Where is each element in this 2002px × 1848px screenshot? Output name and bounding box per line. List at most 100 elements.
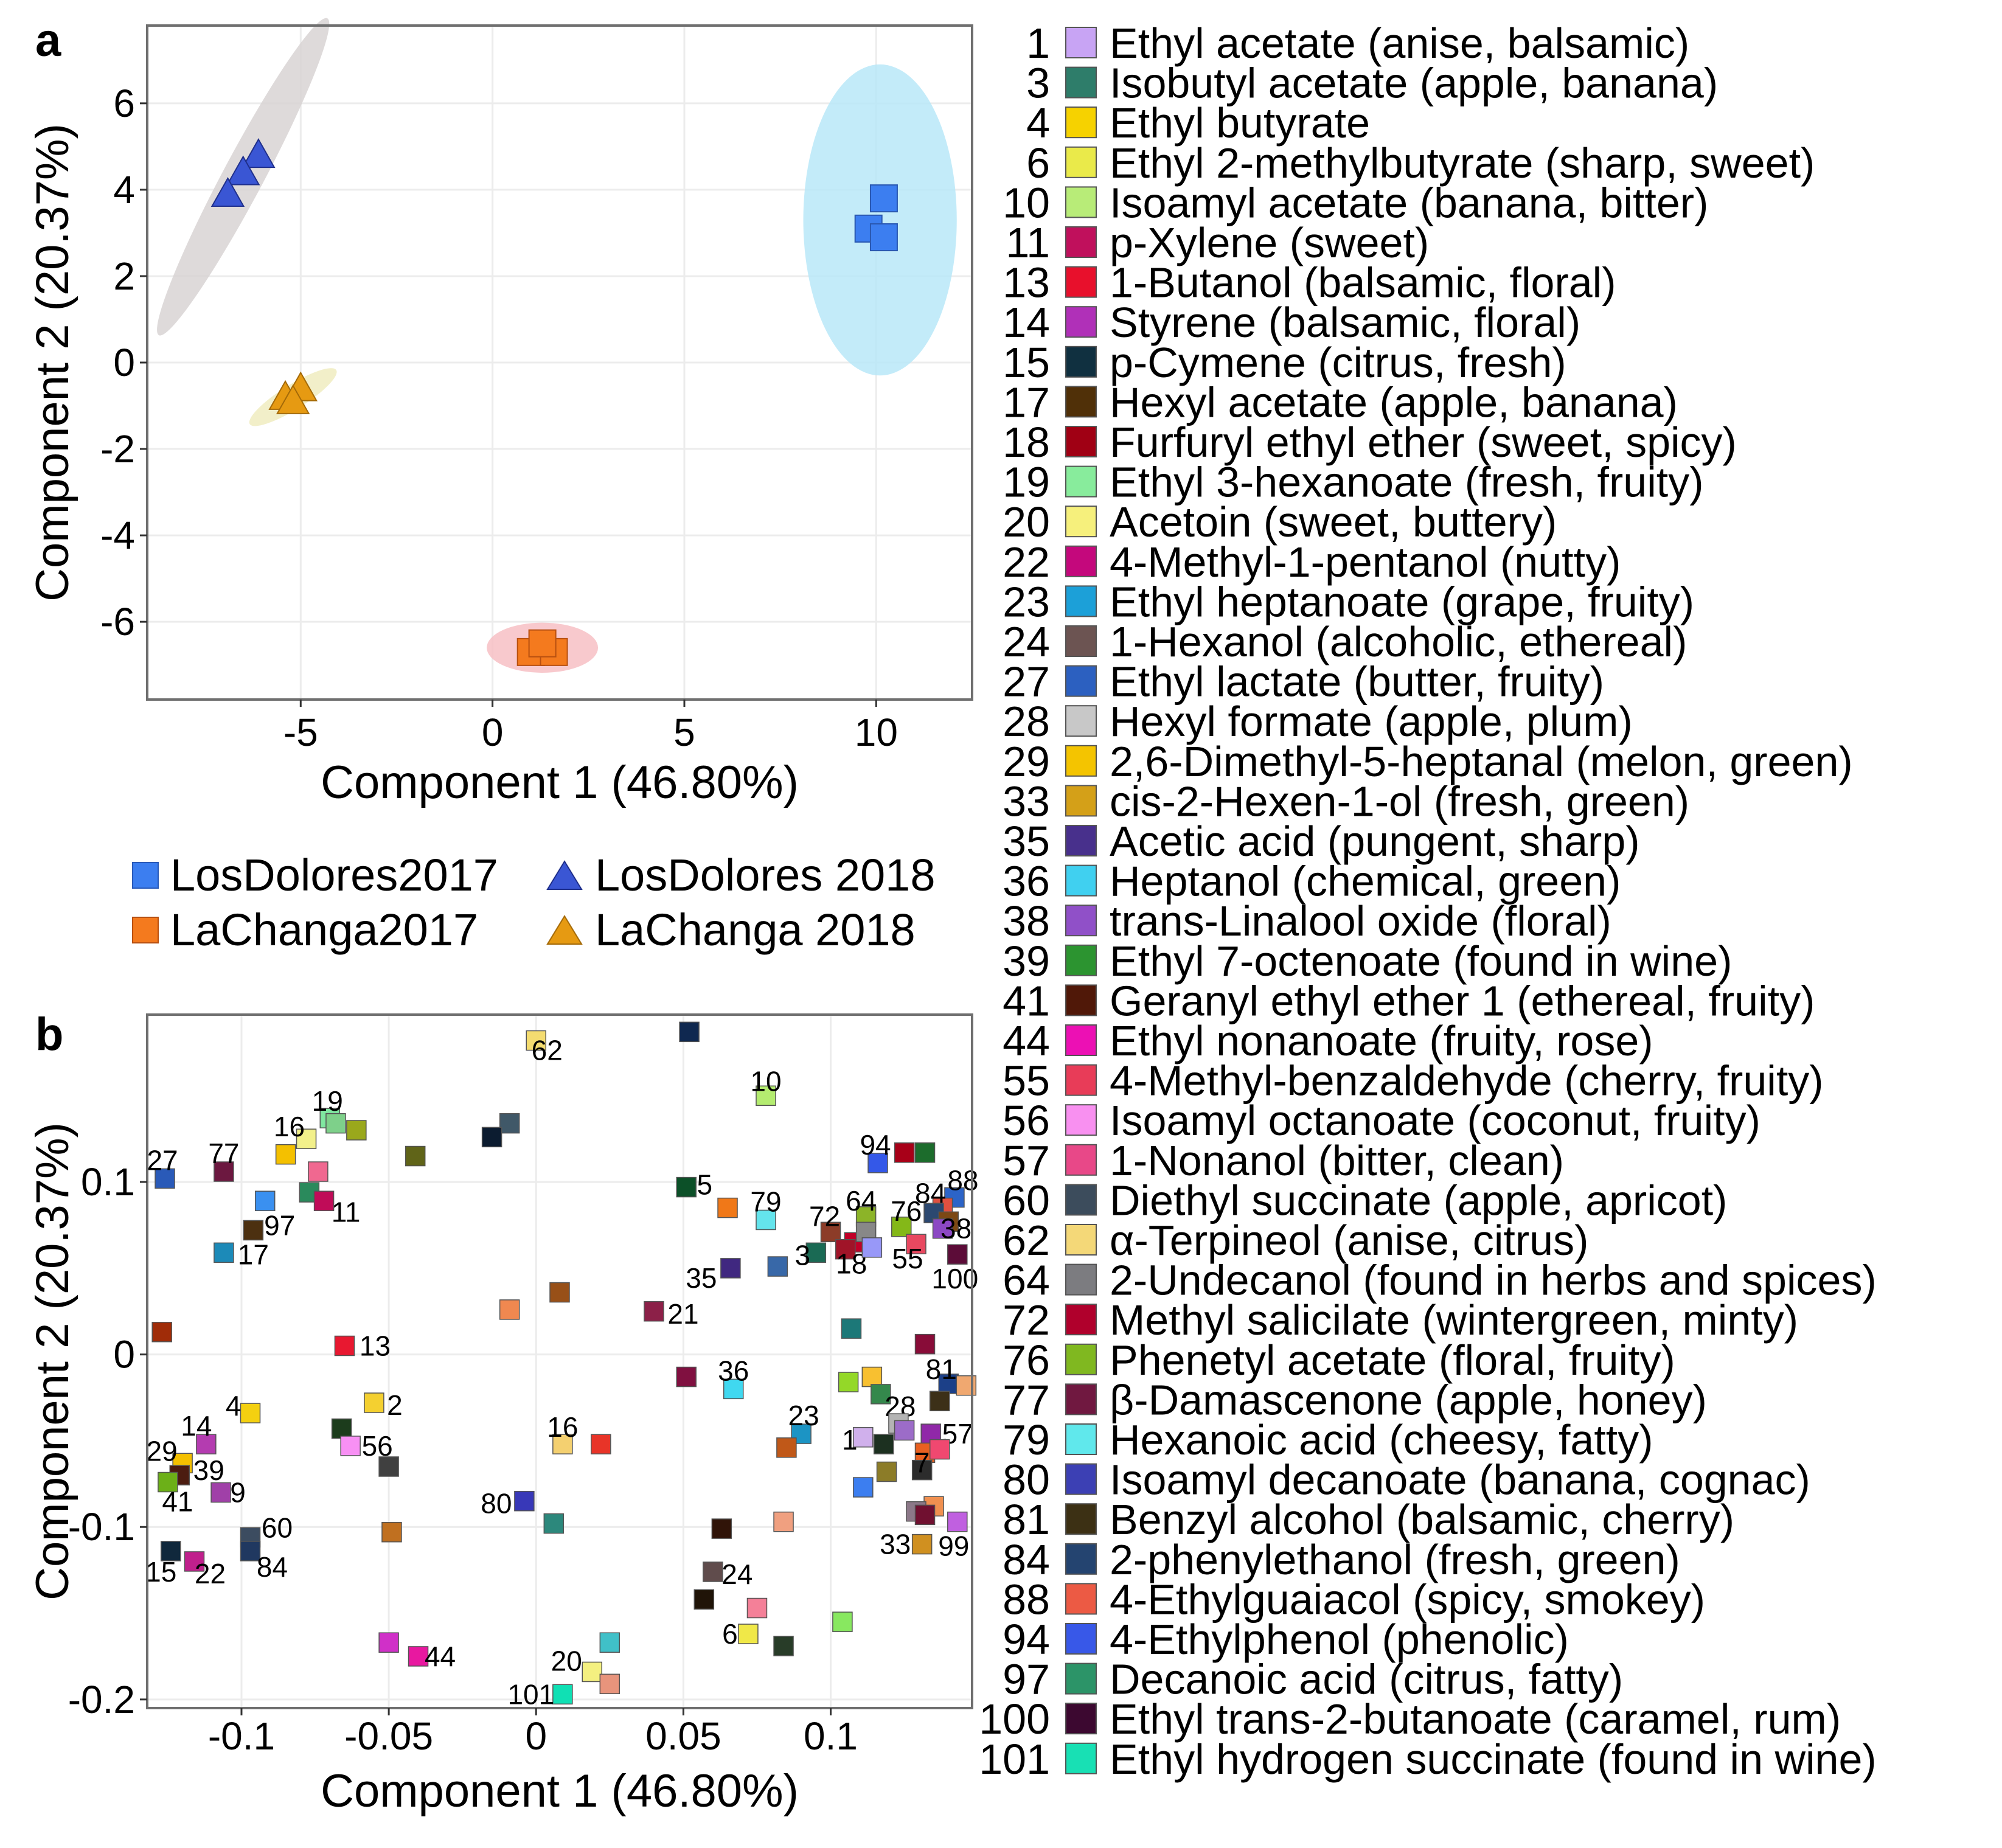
y-tick-label: 6 — [113, 82, 135, 125]
key-swatch — [1065, 1064, 1097, 1096]
loading-point-label: 36 — [718, 1355, 749, 1386]
loading-point — [947, 1511, 968, 1532]
loading-point-label: 99 — [938, 1530, 969, 1562]
loading-point-label: 64 — [846, 1185, 877, 1217]
key-number: 60 — [1003, 1176, 1050, 1224]
key-number: 36 — [1003, 858, 1050, 905]
key-name: 2-phenylethanol (fresh, green) — [1110, 1536, 1680, 1583]
loading-point-label: 62 — [532, 1035, 563, 1066]
loading-point-label: 39 — [193, 1454, 224, 1486]
key-name: 1-Hexanol (alcoholic, ethereal) — [1110, 618, 1687, 665]
loading-point — [876, 1461, 897, 1482]
loading-point-label: 15 — [145, 1556, 176, 1588]
loading-point-label: 3 — [795, 1239, 811, 1271]
y-tick-label: 4 — [113, 168, 135, 212]
loading-point — [499, 1113, 520, 1134]
loading-point — [703, 1561, 723, 1582]
key-swatch — [1065, 1583, 1097, 1615]
loading-point — [679, 1021, 700, 1043]
loading-point-label: 7 — [914, 1447, 930, 1479]
key-name: α-Terpineol (anise, citrus) — [1110, 1217, 1588, 1264]
loading-point-label: 27 — [147, 1144, 178, 1176]
compound-key: 1 Ethyl acetate (anise, balsamic) 3 Isobuty… — [979, 19, 1877, 1783]
loading-point — [906, 1234, 926, 1254]
legend-item-lachanga-2018: LaChanga 2018 — [546, 905, 916, 955]
loading-point-label: 100 — [931, 1263, 978, 1294]
loading-point-label: 23 — [788, 1400, 819, 1431]
key-name: Hexyl acetate (apple, banana) — [1110, 378, 1678, 426]
key-number: 97 — [1003, 1656, 1050, 1703]
key-entry: 15 p-Cymene (citrus, fresh) — [1003, 339, 1566, 386]
loading-point-label: 79 — [750, 1186, 781, 1217]
loading-point — [832, 1611, 853, 1632]
key-name: 1-Nonanol (bitter, clean) — [1110, 1137, 1564, 1184]
key-name: Ethyl trans-2-butanoate (caramel, rum) — [1110, 1695, 1841, 1743]
key-entry: 17 Hexyl acetate (apple, banana) — [1003, 378, 1678, 426]
loading-point — [591, 1434, 611, 1454]
legend-swatch — [546, 915, 583, 945]
loading-point — [196, 1434, 217, 1454]
key-number: 27 — [1003, 658, 1050, 706]
loading-point — [938, 1374, 959, 1394]
loading-point-label: 16 — [547, 1411, 578, 1443]
loading-point — [214, 1161, 234, 1182]
key-swatch — [1065, 745, 1097, 777]
key-entry: 6 Ethyl 2-methylbutyrate (sharp, sweet) — [1026, 139, 1815, 187]
key-entry: 18 Furfuryl ethyl ether (sweet, spicy) — [1003, 419, 1737, 466]
loading-point — [364, 1392, 384, 1413]
loading-point — [378, 1632, 399, 1653]
loading-point — [835, 1238, 856, 1260]
key-entry: 33 cis-2-Hexen-1-ol (fresh, green) — [1003, 777, 1689, 825]
key-entry: 10 Isoamyl acetate (banana, bitter) — [1003, 179, 1708, 226]
key-swatch — [1065, 66, 1097, 99]
loading-point-label: 88 — [947, 1165, 978, 1197]
key-number: 64 — [1003, 1257, 1050, 1304]
key-name: Ethyl nonanoate (fruity, rose) — [1110, 1017, 1653, 1065]
key-number: 15 — [1003, 339, 1050, 386]
key-name: Ethyl 2-methylbutyrate (sharp, sweet) — [1110, 139, 1815, 187]
key-entry: 23 Ethyl heptanoate (grape, fruity) — [1003, 578, 1694, 625]
panel-b-label: b — [35, 1009, 63, 1060]
loading-point — [243, 1220, 264, 1241]
key-number: 24 — [1003, 618, 1050, 665]
key-entry: 14 Styrene (balsamic, floral) — [1003, 299, 1580, 346]
loading-point-label: 5 — [697, 1169, 712, 1201]
loading-point — [914, 1504, 936, 1526]
loading-point — [756, 1209, 776, 1231]
key-swatch — [1065, 665, 1097, 697]
key-number: 38 — [1003, 897, 1050, 945]
key-entry: 84 2-phenylethanol (fresh, green) — [1003, 1536, 1680, 1583]
key-name: Ethyl butyrate — [1110, 99, 1370, 147]
loading-point — [894, 1420, 915, 1441]
loading-point-label: 81 — [926, 1353, 957, 1385]
key-swatch — [1065, 545, 1097, 577]
loading-point-label: 13 — [360, 1330, 391, 1361]
loading-point-label: 72 — [809, 1200, 840, 1232]
loading-point — [867, 1153, 888, 1173]
loading-point — [776, 1437, 797, 1458]
loading-point-label: 22 — [195, 1558, 226, 1589]
key-number: 76 — [1003, 1336, 1050, 1384]
x-tick-label: 5 — [673, 710, 695, 754]
key-name: Styrene (balsamic, floral) — [1110, 299, 1580, 346]
key-number: 57 — [1003, 1137, 1050, 1184]
loading-point — [873, 1434, 894, 1454]
key-entry: 94 4-Ethylphenol (phenolic) — [1003, 1616, 1569, 1663]
loading-point-label: 38 — [940, 1213, 971, 1245]
key-entry: 1 Ethyl acetate (anise, balsamic) — [1026, 19, 1689, 67]
data-point-triangle — [242, 138, 276, 168]
key-name: Ethyl hydrogen succinate (found in wine) — [1110, 1735, 1877, 1783]
loading-point — [549, 1282, 570, 1303]
legend-label: LaChanga 2018 — [595, 905, 916, 955]
loading-point — [340, 1436, 361, 1456]
key-name: Benzyl alcohol (balsamic, cherry) — [1110, 1496, 1734, 1543]
key-swatch — [1065, 1184, 1097, 1216]
y-tick-label: 0 — [113, 1333, 135, 1377]
panel-a-points — [210, 138, 898, 666]
key-number: 13 — [1003, 259, 1050, 307]
y-tick-label: 2 — [113, 254, 135, 298]
y-tick-label: 0.1 — [81, 1160, 135, 1204]
key-swatch — [1065, 465, 1097, 498]
key-swatch — [1065, 186, 1097, 218]
